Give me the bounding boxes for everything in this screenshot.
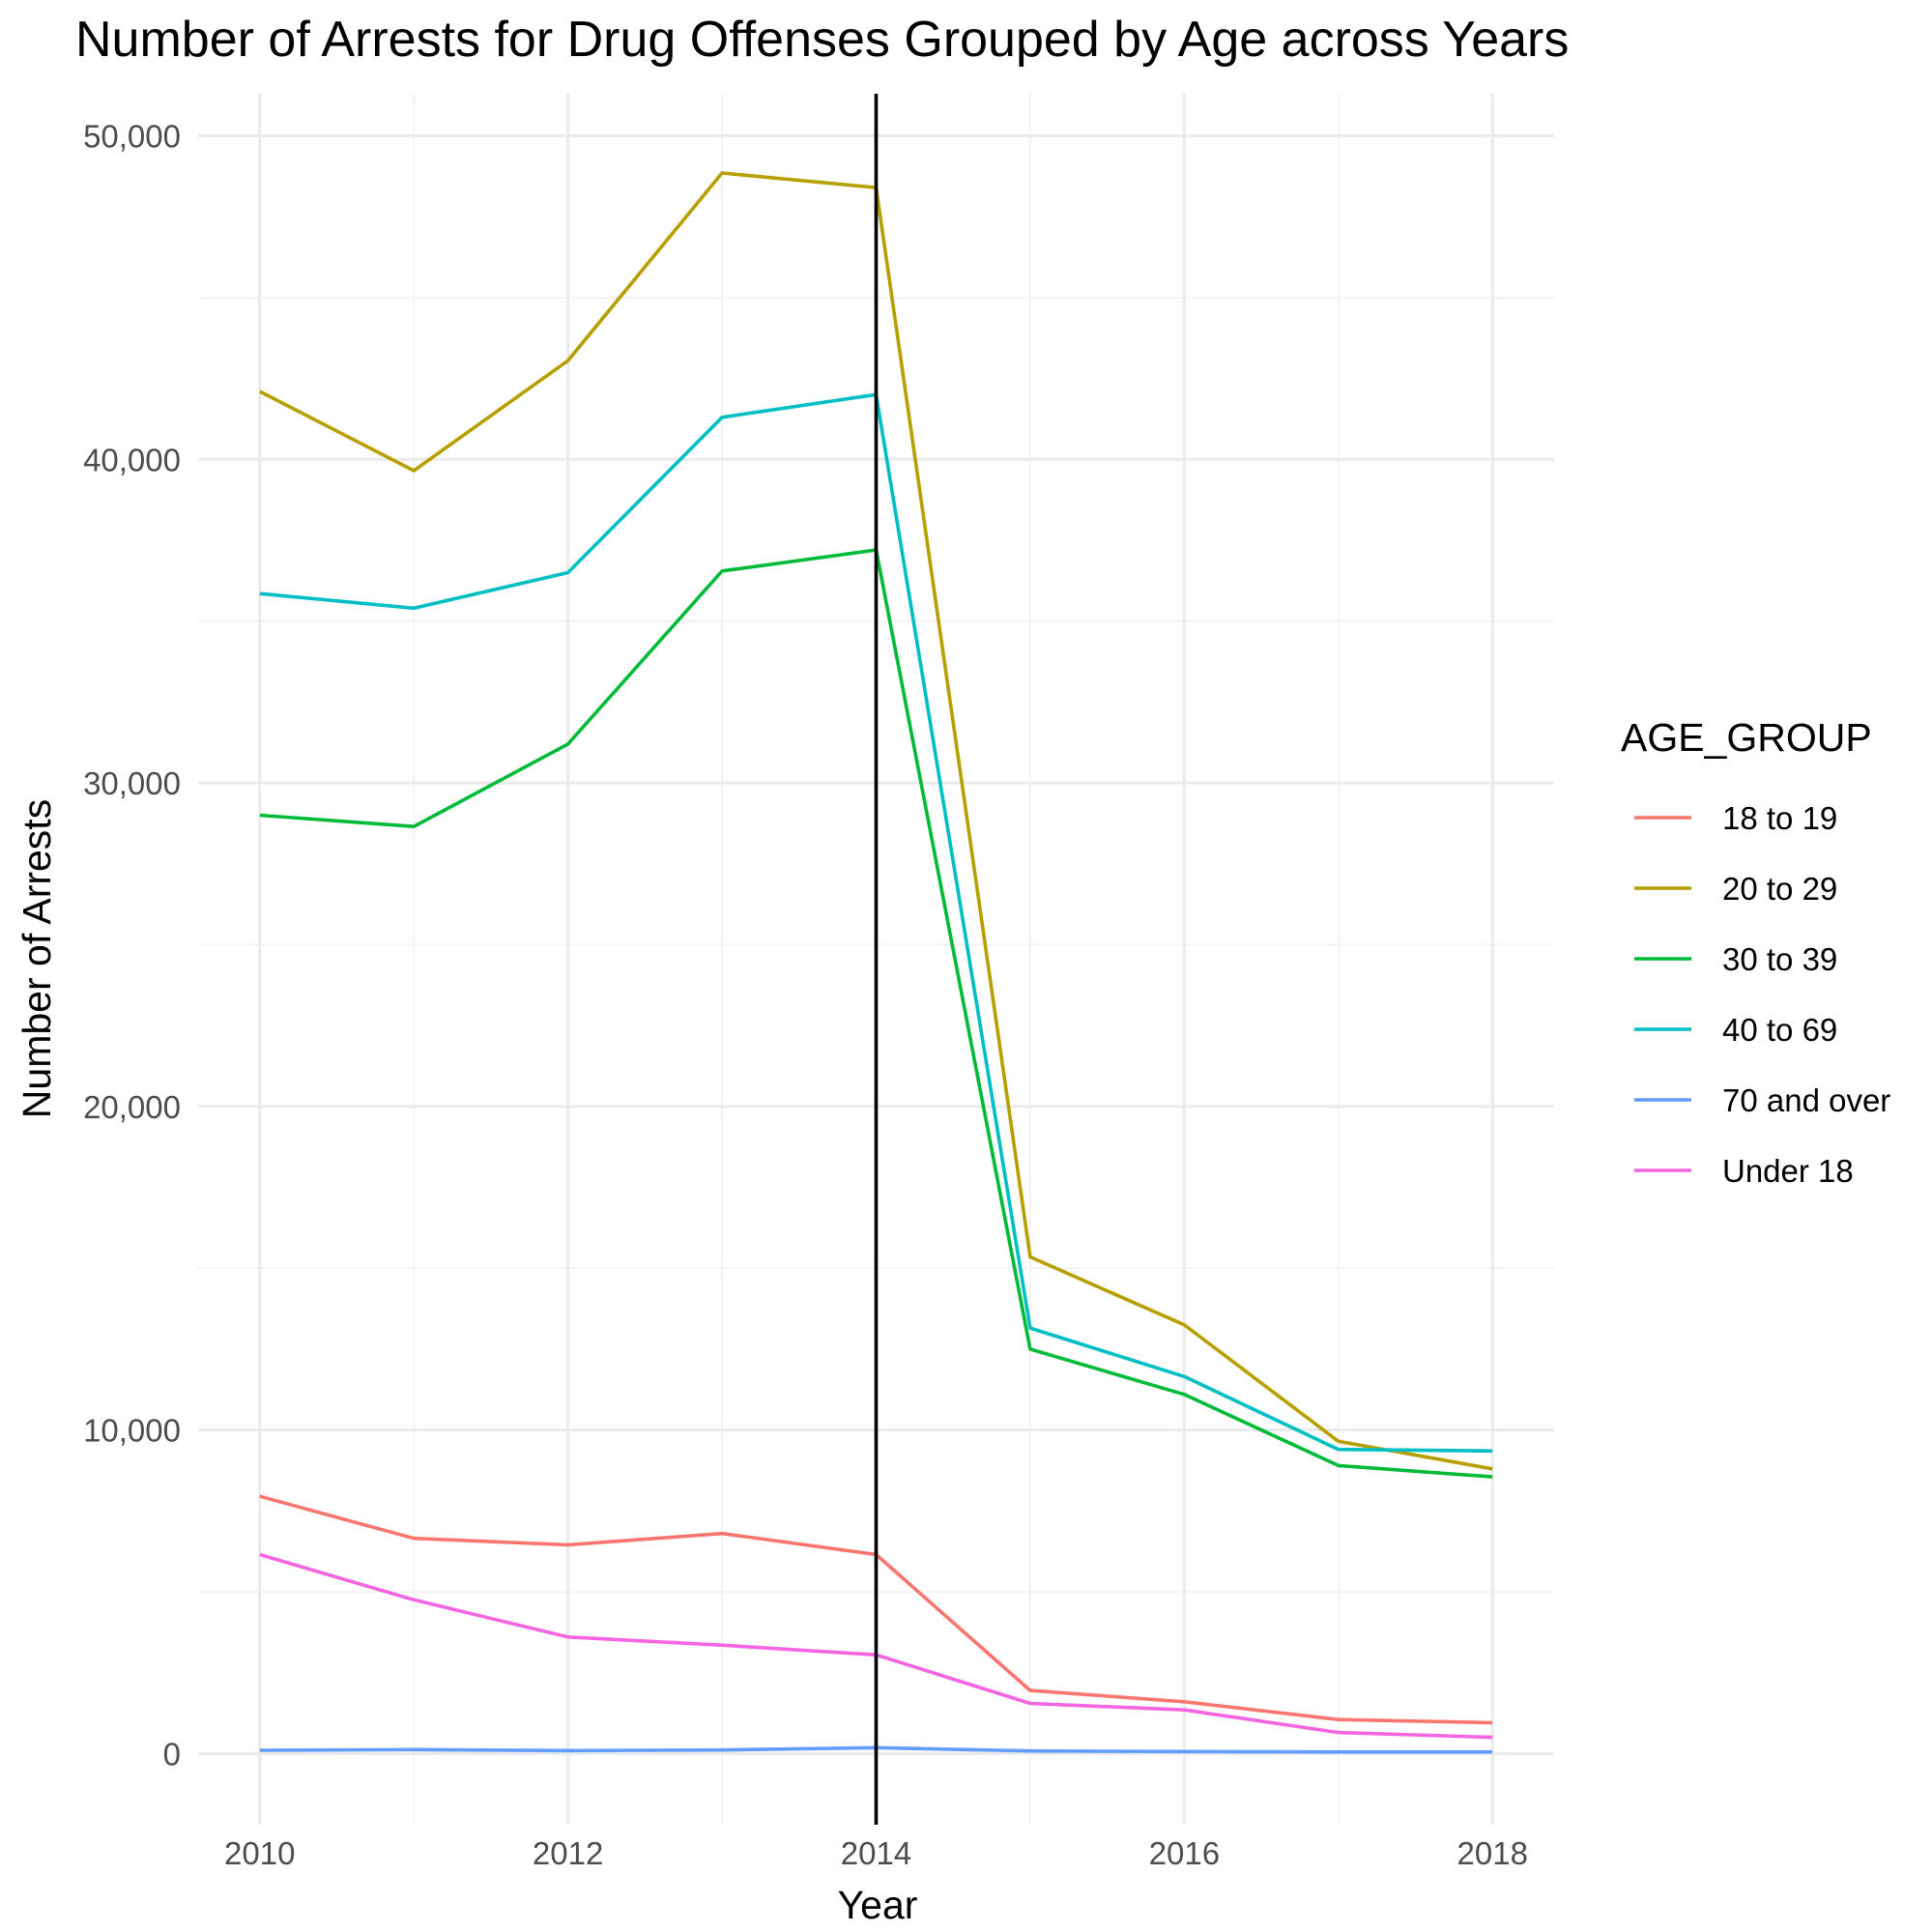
y-tick-label: 20,000	[83, 1089, 181, 1125]
legend-label-under-18: Under 18	[1722, 1153, 1854, 1189]
legend-label-30-to-39: 30 to 39	[1722, 941, 1837, 977]
x-tick-label: 2018	[1457, 1835, 1528, 1871]
x-axis-ticks: 2010 2012 2014 2016 2018	[224, 1835, 1528, 1871]
x-axis-title: Year	[838, 1883, 918, 1927]
x-tick-label: 2010	[224, 1835, 295, 1871]
y-tick-label: 50,000	[83, 119, 181, 155]
y-axis-title: Number of Arrests	[14, 799, 59, 1118]
legend-title: AGE_GROUP	[1621, 715, 1872, 760]
x-tick-label: 2016	[1149, 1835, 1220, 1871]
legend: AGE_GROUP 18 to 19 20 to 29 30 to 39 40 to …	[1621, 715, 1890, 1189]
y-tick-label: 10,000	[83, 1413, 181, 1449]
legend-label-70-and-over: 70 and over	[1722, 1082, 1890, 1118]
y-tick-label: 0	[163, 1736, 181, 1772]
x-tick-label: 2014	[841, 1835, 911, 1871]
y-axis-ticks: 0 10,000 20,000 30,000 40,000 50,000	[83, 119, 181, 1773]
legend-label-40-to-69: 40 to 69	[1722, 1012, 1837, 1048]
y-tick-label: 30,000	[83, 765, 181, 801]
x-tick-label: 2012	[533, 1835, 603, 1871]
legend-label-20-to-29: 20 to 29	[1722, 871, 1837, 907]
legend-label-18-to-19: 18 to 19	[1722, 800, 1837, 836]
chart-title: Number of Arrests for Drug Offenses Grou…	[75, 12, 1569, 68]
y-tick-label: 40,000	[83, 442, 181, 477]
legend-items: 18 to 19 20 to 29 30 to 39 40 to 69 70 and o…	[1634, 800, 1890, 1189]
